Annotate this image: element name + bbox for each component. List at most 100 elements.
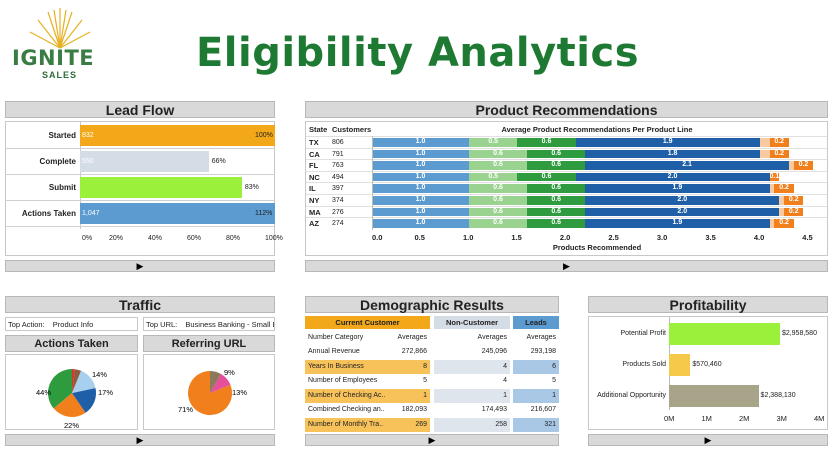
pie-label: 9% xyxy=(224,368,235,377)
category-cell: Years In Business 8 xyxy=(305,359,430,374)
axis-tick-label: 0M xyxy=(664,414,675,423)
state-label: CA xyxy=(309,149,320,159)
profit-bar xyxy=(669,354,691,376)
category-label: Years In Business xyxy=(308,362,364,370)
referring-url-pie: 71% 13% 9% xyxy=(178,368,247,415)
play-icon: ▶ xyxy=(136,435,144,445)
lead-flow-row: Actions Taken 1,047 112% xyxy=(6,201,275,227)
axis-tick-label: 0.0 xyxy=(372,233,383,242)
bar-pct-label: 83% xyxy=(244,184,259,191)
recommendation-segment xyxy=(779,196,785,205)
x-axis-label: Products Recommended xyxy=(552,243,642,252)
recommendation-segment: 2.0 xyxy=(575,172,770,182)
logo-subtitle: SALES xyxy=(42,70,78,80)
product-recommendations-play-button[interactable]: ▶ xyxy=(305,260,828,272)
profitability-title: Profitability xyxy=(588,296,828,313)
product-row: AZ 274 1.0 0.6 0.6 1.9 0.2 xyxy=(306,217,827,229)
category-label: Number of Employees xyxy=(308,377,378,384)
recommendation-segment: 0.6 xyxy=(527,184,586,193)
lead-flow-row: Submit 83% xyxy=(6,175,274,201)
row-label: Actions Taken xyxy=(21,209,76,218)
recommendation-segment: 1.9 xyxy=(585,219,770,228)
state-label: MA xyxy=(309,207,321,217)
leads-header: Leads xyxy=(513,316,559,329)
demographic-play-button[interactable]: ▶ xyxy=(305,434,559,446)
recommendation-segment: 0.2 xyxy=(793,161,814,170)
product-row: FL 763 1.0 0.6 0.6 2.1 0.2 xyxy=(306,159,827,171)
play-icon: ▶ xyxy=(136,261,144,271)
lead-flow-bar xyxy=(80,203,275,224)
axis-tick-label: 20% xyxy=(109,235,124,242)
non-customer-value: 4 xyxy=(434,374,510,388)
recommendation-segment: 1.9 xyxy=(575,138,760,147)
pie-label: 22% xyxy=(64,421,79,430)
recommendation-segment: 0.6 xyxy=(468,219,528,228)
current-customer-value: 8 xyxy=(423,362,427,370)
current-customer-value: 1 xyxy=(423,391,427,399)
state-label: TX xyxy=(309,138,319,147)
product-recommendations-title: Product Recommendations xyxy=(305,101,828,118)
axis-tick-label: 2M xyxy=(739,414,750,423)
axis-tick-label: 1.0 xyxy=(462,233,474,242)
row-label: Submit xyxy=(48,183,76,192)
recommendation-segment: 0.5 xyxy=(468,172,518,182)
category-label: Number of Monthly Tra.. xyxy=(308,420,384,428)
profitability-play-button[interactable]: ▶ xyxy=(588,434,828,446)
row-label: Started xyxy=(48,131,76,140)
bar-pct-label: 66% xyxy=(211,158,226,165)
averages-header: Averages xyxy=(477,334,507,341)
lead-flow-play-button[interactable]: ▶ xyxy=(5,260,275,272)
referring-url-title: Referring URL xyxy=(143,335,275,352)
profit-value-label: $570,460 xyxy=(692,361,722,368)
customers-value: 494 xyxy=(332,173,344,181)
leads-value: 6 xyxy=(513,359,559,374)
demographic-table: Current Customer Non-Customer Leads Numb… xyxy=(305,316,559,432)
axis-tick-label: 80% xyxy=(226,235,241,242)
top-action-value: Product Info xyxy=(52,320,94,329)
product-row: TX 806 1.0 0.5 0.6 1.9 0.2 xyxy=(306,136,827,148)
bar-value-label: 550 xyxy=(82,158,94,165)
current-customer-value: 5 xyxy=(423,377,427,384)
recommendation-segment: 2.0 xyxy=(585,207,780,217)
recommendation-segment: 1.0 xyxy=(372,219,469,228)
profitability-panel: Potential Profit $2,958,580 Products Sold $… xyxy=(588,316,828,430)
label-divider xyxy=(80,122,81,229)
recommendation-segment: 0.6 xyxy=(468,149,528,159)
recommendation-segment: 0.6 xyxy=(527,219,586,228)
leads-value: 293,198 xyxy=(513,345,559,359)
traffic-play-button[interactable]: ▶ xyxy=(5,434,275,446)
recommendation-segment: 0.2 xyxy=(774,219,794,228)
play-icon: ▶ xyxy=(563,261,570,271)
profit-row-label: Products Sold xyxy=(622,361,666,368)
recommendation-segment: 0.5 xyxy=(468,138,518,147)
lead-flow-row: Complete 550 66% xyxy=(6,149,274,175)
axis-tick-label: 1.5 xyxy=(511,233,522,242)
axis-tick-label: 3M xyxy=(776,414,787,423)
state-label: NY xyxy=(309,196,320,205)
recommendation-segment: 2.1 xyxy=(585,161,789,170)
state-label: NC xyxy=(309,172,320,182)
recommendation-segment xyxy=(759,149,770,159)
product-row: IL 397 1.0 0.6 0.6 1.9 0.2 xyxy=(306,182,827,194)
recommendation-segment: 1.0 xyxy=(372,161,469,170)
col-chart-header: Average Product Recommendations Per Prod… xyxy=(501,125,693,134)
top-url-box: Top URL: Business Banking - Small E xyxy=(143,317,275,331)
top-action-box: Top Action: Product Info xyxy=(5,317,138,331)
recommendation-segment: 0.2 xyxy=(774,184,794,193)
recommendation-segment: 0.6 xyxy=(468,161,528,170)
axis-tick-label: 2.5 xyxy=(608,233,619,242)
pie-label: 71% xyxy=(178,405,193,414)
category-label: Combined Checking an.. xyxy=(308,406,385,413)
bar-value-label: 832 xyxy=(82,132,94,139)
current-customer-header: Current Customer xyxy=(305,316,430,329)
profit-value-label: $2,958,580 xyxy=(781,330,817,337)
recommendation-segment xyxy=(759,138,770,147)
averages-header: Averages xyxy=(526,334,556,341)
logo-wordmark: IGNITE xyxy=(12,46,95,70)
axis-tick-label: 60% xyxy=(187,235,202,242)
customers-value: 397 xyxy=(332,185,344,193)
axis-tick-label: 4M xyxy=(814,414,825,423)
col-customers-header: Customers xyxy=(332,125,372,134)
axis-tick-label: 3.0 xyxy=(656,233,668,242)
axis-tick-label: 0.5 xyxy=(414,233,425,242)
